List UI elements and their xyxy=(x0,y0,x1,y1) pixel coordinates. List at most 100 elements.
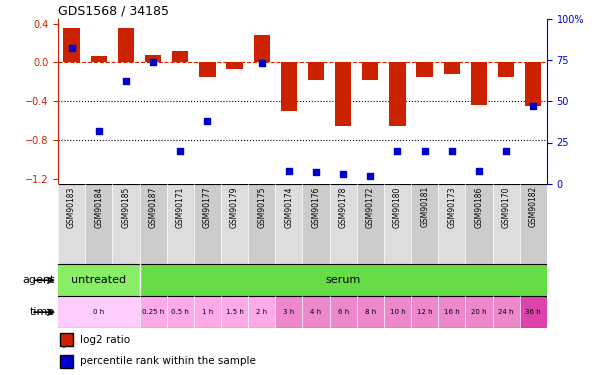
Bar xyxy=(248,184,276,264)
Bar xyxy=(90,56,107,62)
Bar xyxy=(167,296,194,328)
Bar xyxy=(302,296,329,328)
Bar xyxy=(384,296,411,328)
Text: 4 h: 4 h xyxy=(310,309,321,315)
Bar xyxy=(335,62,351,126)
Bar xyxy=(520,184,547,264)
FancyBboxPatch shape xyxy=(60,355,73,368)
Text: 1.5 h: 1.5 h xyxy=(225,309,244,315)
Text: 0.5 h: 0.5 h xyxy=(171,309,189,315)
Bar xyxy=(85,184,112,264)
Text: time: time xyxy=(30,307,55,317)
Bar xyxy=(384,184,411,264)
FancyBboxPatch shape xyxy=(60,333,73,346)
Point xyxy=(67,45,76,51)
Bar xyxy=(139,296,167,328)
Bar xyxy=(139,264,547,296)
Text: 36 h: 36 h xyxy=(525,309,541,315)
Bar xyxy=(498,62,514,77)
Text: serum: serum xyxy=(326,275,361,285)
Text: GSM90174: GSM90174 xyxy=(284,186,293,228)
Bar xyxy=(145,55,161,62)
Point xyxy=(529,103,538,109)
Bar xyxy=(194,296,221,328)
Text: 3 h: 3 h xyxy=(284,309,295,315)
Bar xyxy=(411,296,438,328)
Bar xyxy=(438,184,466,264)
Bar xyxy=(221,296,248,328)
Bar xyxy=(357,296,384,328)
Bar xyxy=(254,35,270,62)
Bar xyxy=(471,62,487,105)
Text: 12 h: 12 h xyxy=(417,309,433,315)
Point xyxy=(284,168,294,174)
Bar xyxy=(248,296,276,328)
Bar xyxy=(276,296,302,328)
Bar xyxy=(302,184,329,264)
Bar xyxy=(466,296,492,328)
Text: 1 h: 1 h xyxy=(202,309,213,315)
Text: GSM90170: GSM90170 xyxy=(502,186,511,228)
Text: 2 h: 2 h xyxy=(256,309,267,315)
Text: GSM90187: GSM90187 xyxy=(148,186,158,228)
Bar xyxy=(172,51,188,62)
Bar xyxy=(438,296,466,328)
Bar xyxy=(280,62,297,111)
Point xyxy=(311,169,321,175)
Text: log2 ratio: log2 ratio xyxy=(80,335,130,345)
Text: GSM90177: GSM90177 xyxy=(203,186,212,228)
Point xyxy=(257,60,266,66)
Bar xyxy=(227,62,243,69)
Text: 0 h: 0 h xyxy=(93,309,104,315)
Bar xyxy=(329,184,357,264)
Bar xyxy=(276,184,302,264)
Bar xyxy=(112,184,139,264)
Bar xyxy=(194,184,221,264)
Text: GSM90171: GSM90171 xyxy=(176,186,185,228)
Text: agent: agent xyxy=(23,275,55,285)
Text: GSM90180: GSM90180 xyxy=(393,186,402,228)
Bar xyxy=(492,184,520,264)
Bar xyxy=(329,296,357,328)
Bar xyxy=(389,62,406,126)
Point xyxy=(365,172,375,178)
Text: GSM90173: GSM90173 xyxy=(447,186,456,228)
Text: 10 h: 10 h xyxy=(390,309,405,315)
Bar xyxy=(492,296,520,328)
Bar xyxy=(118,28,134,62)
Text: GSM90176: GSM90176 xyxy=(312,186,321,228)
Bar xyxy=(139,184,167,264)
Point xyxy=(202,118,212,124)
Text: 6 h: 6 h xyxy=(337,309,349,315)
Bar xyxy=(525,62,541,106)
Text: GSM90184: GSM90184 xyxy=(94,186,103,228)
Text: GSM90175: GSM90175 xyxy=(257,186,266,228)
Point xyxy=(338,171,348,177)
Text: 20 h: 20 h xyxy=(471,309,487,315)
Bar xyxy=(417,62,433,77)
Text: percentile rank within the sample: percentile rank within the sample xyxy=(80,356,256,366)
Text: GSM90182: GSM90182 xyxy=(529,186,538,227)
Point xyxy=(94,128,104,134)
Bar xyxy=(58,264,139,296)
Text: untreated: untreated xyxy=(71,275,126,285)
Text: 16 h: 16 h xyxy=(444,309,459,315)
Bar xyxy=(362,62,378,80)
Bar xyxy=(63,345,65,348)
Text: GSM90183: GSM90183 xyxy=(67,186,76,228)
Bar xyxy=(411,184,438,264)
Point xyxy=(175,148,185,154)
Bar xyxy=(64,28,80,62)
Text: 8 h: 8 h xyxy=(365,309,376,315)
Bar xyxy=(58,184,85,264)
Point xyxy=(121,78,131,84)
Point xyxy=(447,148,456,154)
Bar xyxy=(357,184,384,264)
Bar xyxy=(520,296,547,328)
Point xyxy=(474,168,484,174)
Text: GSM90172: GSM90172 xyxy=(366,186,375,228)
Text: 24 h: 24 h xyxy=(499,309,514,315)
Bar xyxy=(221,184,248,264)
Text: 0.25 h: 0.25 h xyxy=(142,309,164,315)
Bar xyxy=(444,62,460,74)
